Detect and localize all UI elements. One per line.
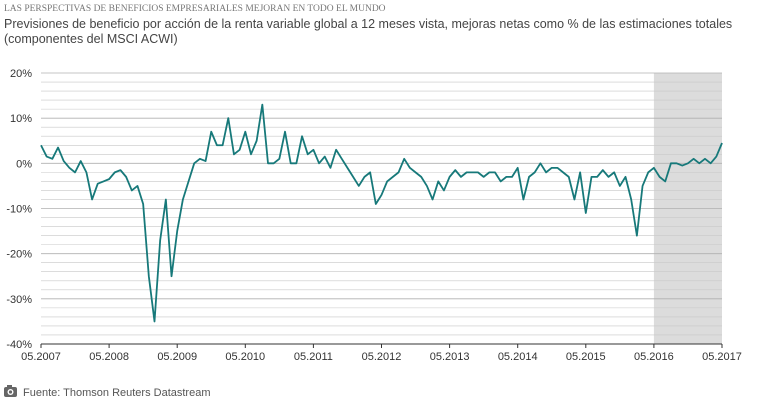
x-tick-label: 05.2010 bbox=[225, 351, 265, 363]
x-tick-label: 05.2011 bbox=[294, 351, 333, 363]
y-tick-label: 10% bbox=[10, 113, 32, 125]
y-tick-label: -30% bbox=[6, 294, 32, 306]
y-tick-label: -40% bbox=[6, 339, 32, 351]
x-tick-label: 05.2014 bbox=[498, 351, 538, 363]
y-tick-label: -20% bbox=[6, 249, 32, 261]
x-tick-label: 05.2015 bbox=[566, 351, 606, 363]
source: Fuente: Thomson Reuters Datastream bbox=[23, 387, 211, 399]
y-tick-label: -10% bbox=[6, 204, 32, 216]
x-tick-label: 05.2009 bbox=[157, 351, 197, 363]
x-tick-label: 05.2008 bbox=[89, 351, 129, 363]
y-tick-label: 20% bbox=[10, 68, 32, 80]
data-line bbox=[40, 103, 723, 323]
x-tick-label: 05.2013 bbox=[430, 351, 470, 363]
y-tick-label: 0% bbox=[16, 158, 32, 170]
x-tick-label: 05.2017 bbox=[702, 351, 742, 363]
x-tick-label: 05.2007 bbox=[21, 351, 61, 363]
chart-subtitle: Previsiones de beneficio por acción de l… bbox=[4, 17, 733, 46]
x-tick-label: 05.2012 bbox=[362, 351, 402, 363]
x-tick-label: 05.2016 bbox=[634, 351, 674, 363]
camera-icon bbox=[4, 385, 17, 397]
chart-title: LAS PERSPECTIVAS DE BENEFICIOS EMPRESARI… bbox=[4, 4, 386, 14]
